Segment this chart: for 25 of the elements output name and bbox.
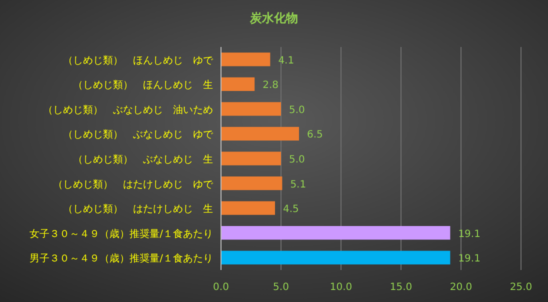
data-label: 4.5 xyxy=(283,204,299,216)
x-tick-label: 20.0 xyxy=(450,282,472,293)
y-tick-label: 女子３０～４９（歳）推奨量/１食あたり xyxy=(30,228,213,240)
data-label: 19.1 xyxy=(458,228,480,240)
data-label: 6.5 xyxy=(307,130,323,141)
y-tick-label: （しめじ類） はたけしめじ ゆで xyxy=(53,178,214,190)
x-tick-label: 25.0 xyxy=(510,282,532,293)
data-label: 4.1 xyxy=(278,55,294,66)
x-tick-label: 10.0 xyxy=(330,282,352,293)
data-label: 5.0 xyxy=(289,104,305,116)
y-tick-label: （しめじ類） ほんしめじ 生 xyxy=(73,79,213,92)
data-label: 5.1 xyxy=(290,179,306,190)
x-tick-label: 5.0 xyxy=(273,282,289,293)
y-tick-label: （しめじ類） ぶなしめじ ゆで xyxy=(63,128,214,141)
data-label: 19.1 xyxy=(458,254,480,265)
y-tick-label: （しめじ類） ぶなしめじ 油いため xyxy=(43,104,213,116)
x-tick-label: 15.0 xyxy=(390,282,412,293)
y-tick-label: （しめじ類） ぶなしめじ 生 xyxy=(73,154,213,166)
data-label: 2.8 xyxy=(262,80,279,92)
x-tick-label: 0.0 xyxy=(213,282,229,293)
y-tick-label: （しめじ類） はたけしめじ 生 xyxy=(63,203,213,216)
y-tick-label: （しめじ類） ほんしめじ ゆで xyxy=(63,54,214,66)
chart-title: 炭水化物 xyxy=(249,11,298,25)
data-label: 5.0 xyxy=(289,154,305,166)
y-tick-label: 男子３０～４９（歳）推奨量/１食あたり xyxy=(30,252,213,265)
